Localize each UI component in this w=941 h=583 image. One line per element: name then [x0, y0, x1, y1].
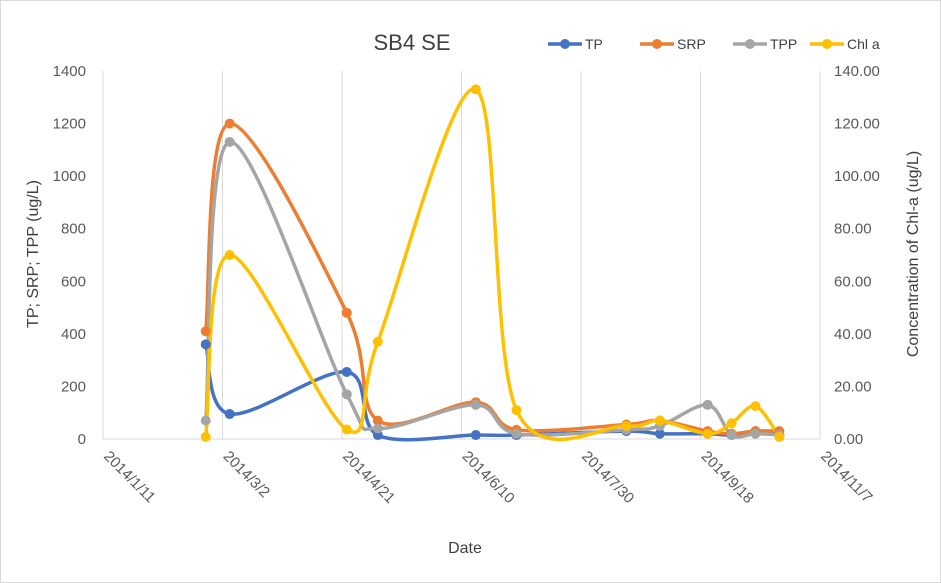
data-point-tpp [511, 428, 522, 439]
data-point-tpp [750, 428, 761, 439]
x-tick-label: 2014/11/7 [817, 448, 875, 506]
y-tick-label: 200 [61, 378, 86, 395]
data-point-chl-a [750, 401, 761, 412]
legend-marker-chl-a [822, 39, 832, 49]
x-tick-label: 2014/3/2 [220, 448, 273, 501]
series-line-tp [204, 342, 782, 442]
axes [102, 71, 820, 440]
legend-marker-tpp [745, 39, 755, 49]
data-point-tpp [372, 423, 383, 434]
tick-labels: 2014/1/11 2014/3/2 2014/4/21 2014/6/10 2014/… [53, 63, 880, 507]
series-line-chl-a [204, 87, 782, 442]
x-tick-label: 2014/9/18 [698, 448, 757, 507]
data-point-chl-a [654, 415, 665, 426]
y-tick-label: 0 [78, 431, 86, 448]
legend-marker-srp [652, 39, 662, 49]
x-tick-label: 2014/6/10 [459, 448, 518, 507]
data-point-chl-a [702, 428, 713, 439]
data-point-chl-a [341, 424, 352, 435]
data-point-srp [372, 415, 383, 426]
legend-marker-tp [560, 39, 570, 49]
data-point-tpp [702, 399, 713, 410]
data-point-srp [341, 307, 352, 318]
y-tick-label: 400 [61, 326, 86, 343]
y2-tick-label: 60.00 [834, 273, 872, 290]
data-point-tpp [726, 430, 737, 441]
legend: TP SRP TPP Chl a [548, 36, 880, 52]
y2-axis-label: Concentration of Chl-a (ug/L) [905, 151, 922, 357]
data-point-tp [200, 339, 211, 350]
series-lines [204, 87, 782, 442]
data-point-tpp [470, 399, 481, 410]
y-tick-label: 600 [61, 273, 86, 290]
data-point-chl-a [224, 250, 235, 260]
data-point-chl-a [511, 405, 522, 416]
data-point-chl-a [470, 84, 481, 95]
data-point-tp [654, 428, 665, 439]
y-tick-label: 1200 [53, 116, 86, 133]
y2-tick-label: 20.00 [834, 378, 872, 395]
y2-tick-label: 140.00 [834, 63, 880, 80]
legend-label-srp: SRP [677, 36, 706, 52]
vertical-gridlines [222, 71, 821, 439]
data-point-chl-a [774, 431, 785, 442]
y2-tick-label: 120.00 [834, 116, 880, 133]
data-point-chl-a [372, 336, 383, 347]
legend-label-chl-a: Chl a [847, 36, 880, 52]
data-point-tpp [341, 389, 352, 400]
x-axis-label: Date [448, 540, 482, 557]
y-axis-label: TP; SRP; TPP (ug/L) [25, 180, 42, 328]
data-point-chl-a [726, 418, 737, 429]
data-point-srp [200, 326, 211, 337]
data-point-chl-a [621, 420, 632, 431]
y-tick-label: 1000 [53, 168, 86, 185]
chart-title: SB4 SE [373, 30, 450, 55]
y2-tick-label: 0.00 [834, 431, 863, 448]
y2-tick-label: 100.00 [834, 168, 880, 185]
legend-label-tpp: TPP [770, 36, 797, 52]
y2-tick-label: 40.00 [834, 326, 872, 343]
x-tick-label: 2014/1/11 [100, 448, 158, 506]
data-point-srp [224, 118, 235, 129]
series-markers [200, 84, 785, 442]
y-tick-label: 1400 [53, 63, 86, 80]
data-point-chl-a [200, 431, 211, 442]
y-tick-label: 800 [61, 221, 86, 238]
x-tick-label: 2014/4/21 [339, 448, 398, 507]
data-point-tpp [200, 415, 211, 426]
data-point-tpp [224, 136, 235, 147]
x-tick-label: 2014/7/30 [578, 448, 637, 507]
data-point-tp [224, 409, 235, 420]
legend-label-tp: TP [585, 36, 603, 52]
y2-tick-label: 80.00 [834, 221, 872, 238]
data-point-tp [341, 366, 352, 377]
data-point-tp [470, 430, 481, 441]
